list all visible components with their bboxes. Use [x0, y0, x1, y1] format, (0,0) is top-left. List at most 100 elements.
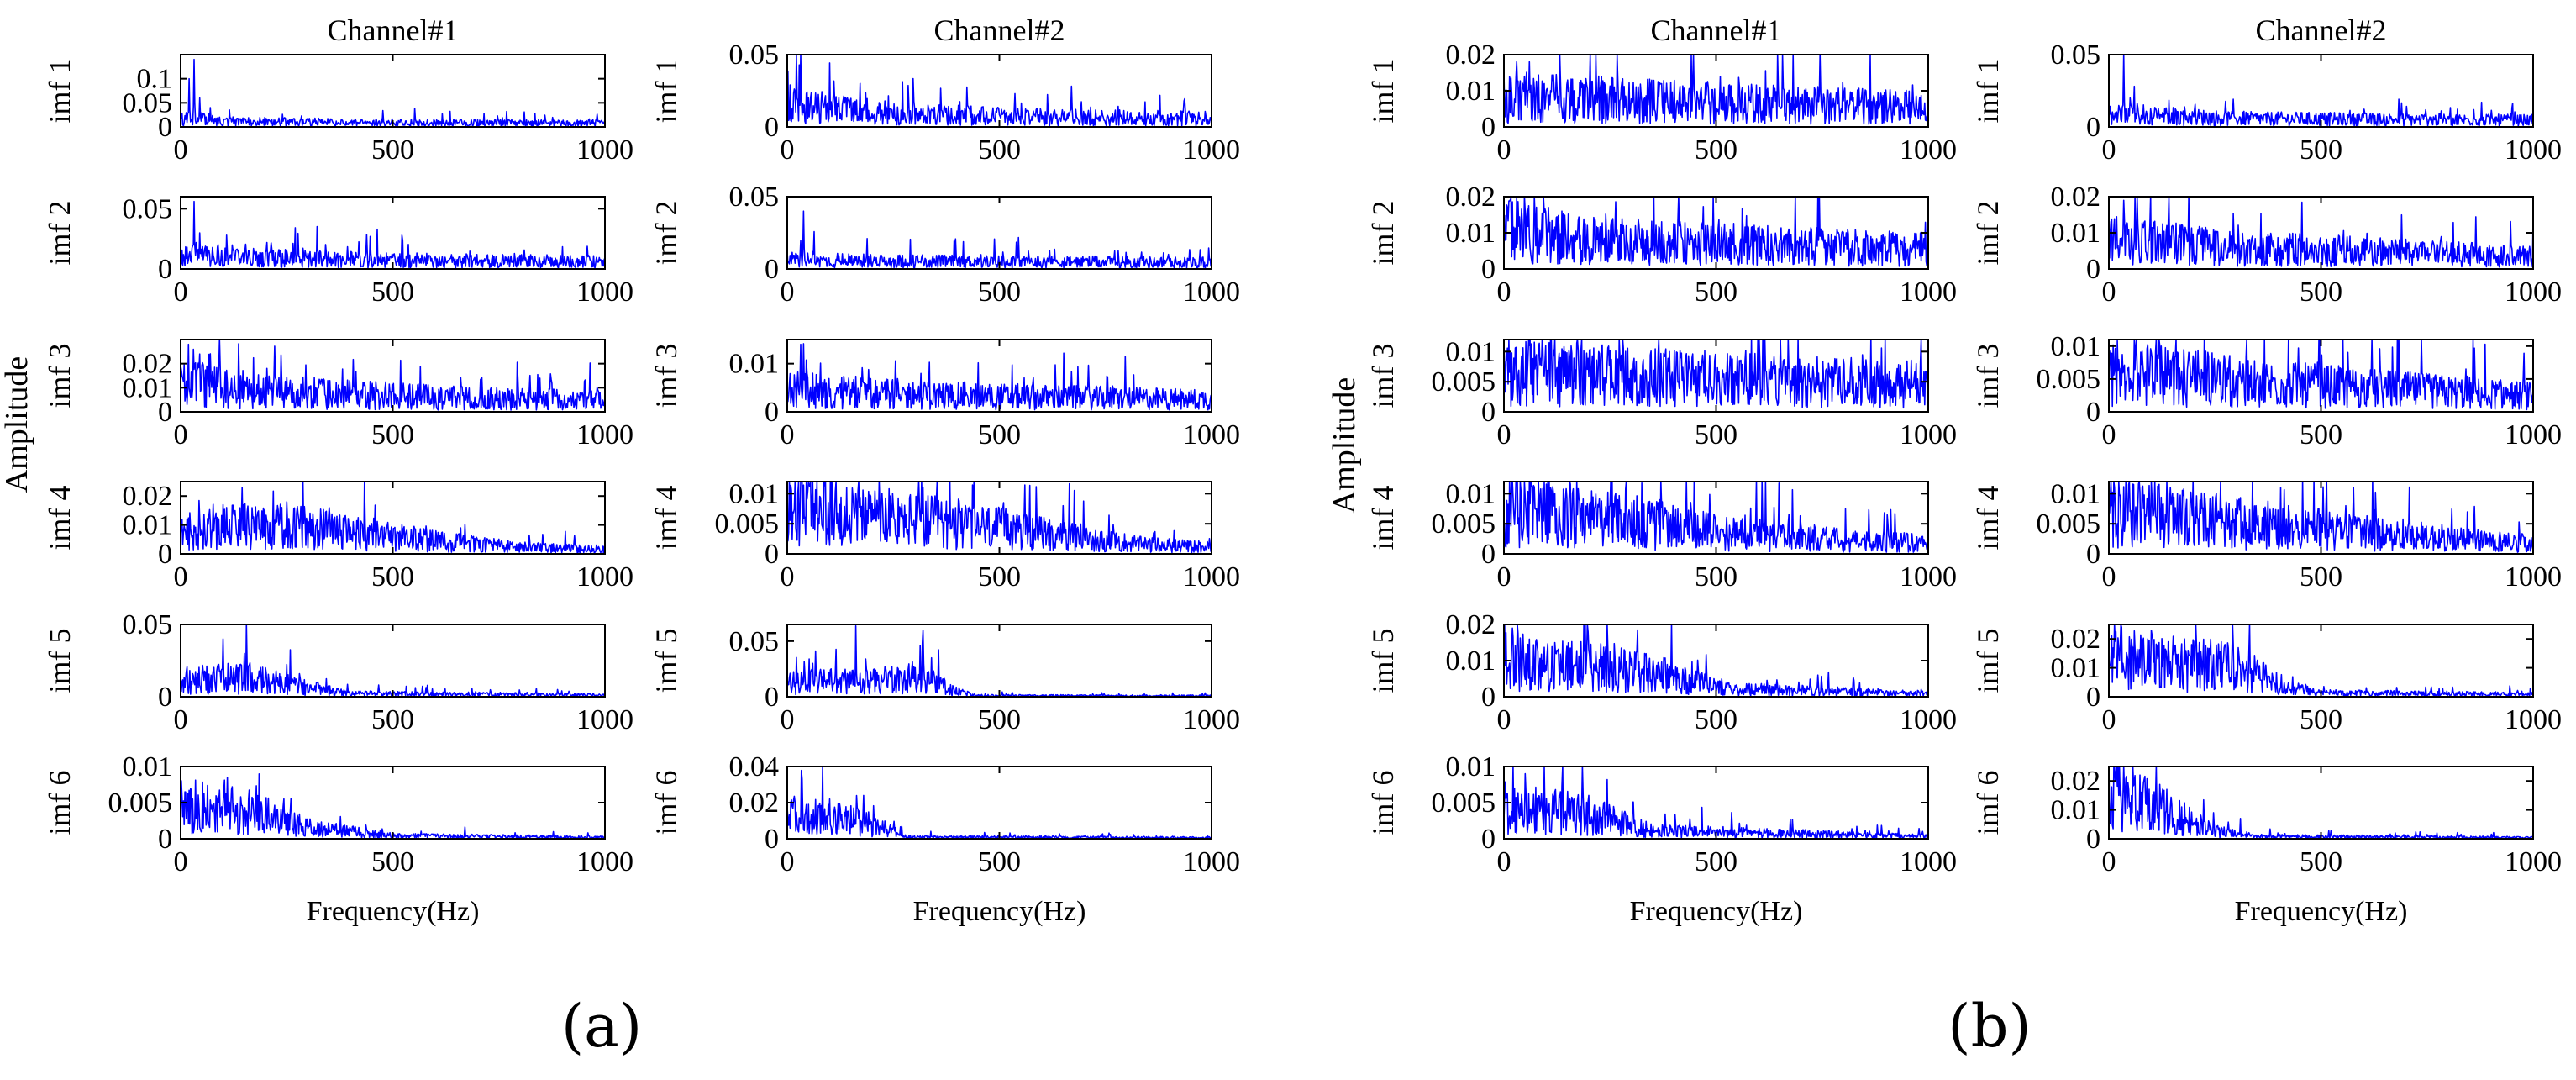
imf-label: imf 4	[1971, 486, 2005, 551]
imf-label: imf 5	[1366, 629, 1400, 693]
x-tick-label: 0	[781, 134, 795, 166]
panel-label: (b)	[1948, 992, 2031, 1061]
imf-label: imf 3	[1971, 344, 2005, 408]
imf-label: imf 6	[43, 771, 76, 835]
y-tick-label: 0.01	[2051, 478, 2101, 509]
y-tick-label: 0.02	[1446, 40, 1496, 71]
x-tick-label: 0	[781, 846, 795, 877]
subplot-imf3: 00.010.02 0 500 1000 imf 3	[43, 339, 633, 450]
x-tick-label: 500	[1695, 134, 1737, 166]
x-tick-label: 0	[1497, 277, 1511, 308]
subplot-imf4: 00.010.02 0 500 1000 imf 4	[43, 481, 633, 593]
panel-label: (a)	[561, 992, 642, 1061]
imf-label: imf 3	[1366, 344, 1400, 408]
y-tick-label: 0.005	[1432, 366, 1496, 398]
x-tick-label: 1000	[2505, 561, 2562, 593]
spectrum-line	[1503, 481, 1929, 553]
y-tick-label: 0.02	[729, 788, 780, 819]
y-tick-label: 0.01	[2051, 795, 2101, 826]
y-tick-label: 0.01	[123, 510, 173, 541]
imf-label: imf 2	[1971, 201, 2005, 266]
y-tick-label: 0	[765, 539, 779, 570]
spectrum-line	[2108, 196, 2534, 268]
spectrum-line	[2108, 481, 2534, 553]
y-tick-label: 0.005	[1432, 788, 1496, 819]
x-tick-label: 1000	[2505, 704, 2562, 735]
x-tick-label: 0	[1497, 134, 1511, 166]
imf-label: imf 4	[43, 486, 76, 551]
x-tick-label: 500	[978, 419, 1021, 450]
imf-label: imf 1	[1366, 59, 1400, 124]
x-tick-label: 1000	[2505, 419, 2562, 450]
x-tick-label: 500	[2300, 134, 2342, 166]
subplot-imf3: 0 0.01 0 500 1000 imf 3	[649, 339, 1240, 450]
y-tick-label: 0	[2086, 824, 2100, 855]
figure-panel-a: Amplitude(a)Channel#1Frequency(Hz)00.050…	[0, 13, 1240, 1061]
y-tick-label: 0	[1481, 254, 1496, 285]
spectrum-line	[1503, 196, 1929, 267]
imf-label: imf 1	[43, 59, 76, 124]
x-tick-label: 500	[371, 134, 414, 166]
imf-label: imf 5	[1971, 629, 2005, 693]
x-tick-label: 0	[781, 277, 795, 308]
y-tick-label: 0	[2086, 539, 2100, 570]
y-tick-label: 0.01	[729, 478, 780, 509]
y-tick-label: 0	[158, 397, 172, 428]
spectrum-line	[180, 481, 606, 554]
x-tick-label: 500	[371, 561, 414, 593]
x-tick-label: 500	[978, 846, 1021, 877]
x-tick-label: 500	[978, 561, 1021, 593]
x-tick-label: 1000	[1183, 561, 1240, 593]
imf-label: imf 6	[1971, 771, 2005, 835]
y-tick-label: 0	[765, 397, 779, 428]
y-tick-label: 0.05	[729, 626, 780, 657]
y-tick-label: 0.01	[1446, 478, 1496, 509]
subplot-imf1: 0 0.05 0 500 1000 imf 1	[649, 40, 1240, 166]
x-tick-label: 500	[978, 134, 1021, 166]
imf-label: imf 2	[43, 201, 76, 266]
channel-title: Channel#2	[2256, 13, 2387, 47]
x-tick-label: 0	[2102, 704, 2116, 735]
x-tick-label: 1000	[1183, 277, 1240, 308]
axes-box	[2108, 766, 2534, 840]
y-tick-label: 0.05	[123, 87, 173, 119]
axes-box	[786, 624, 1212, 698]
y-tick-label: 0	[158, 682, 172, 713]
x-tick-label: 500	[371, 419, 414, 450]
spectrum-line	[180, 200, 606, 269]
spectrum-line	[1503, 339, 1929, 409]
spectrum-line	[2108, 339, 2534, 411]
x-tick-label: 500	[978, 704, 1021, 735]
x-tick-label: 0	[2102, 419, 2116, 450]
spectrum-line	[2108, 54, 2534, 127]
x-tick-label: 1000	[576, 134, 633, 166]
x-tick-label: 1000	[1183, 134, 1240, 166]
x-tick-label: 500	[371, 277, 414, 308]
channel-title: Channel#2	[934, 13, 1065, 47]
imf-label: imf 5	[649, 629, 683, 693]
x-tick-label: 1000	[1900, 561, 1957, 593]
x-tick-label: 500	[371, 704, 414, 735]
y-tick-label: 0	[158, 824, 172, 855]
y-tick-label: 0.02	[2051, 624, 2101, 655]
subplot-imf1: 0 0.05 0 500 1000 imf 1	[1971, 40, 2562, 166]
x-tick-label: 1000	[576, 277, 633, 308]
y-tick-label: 0.005	[715, 508, 780, 540]
y-tick-label: 0.01	[123, 751, 173, 782]
x-tick-label: 0	[2102, 846, 2116, 877]
x-tick-label: 0	[1497, 561, 1511, 593]
y-tick-label: 0	[158, 112, 172, 143]
x-tick-label: 500	[371, 846, 414, 877]
y-tick-label: 0.1	[137, 64, 173, 95]
x-tick-label: 0	[781, 561, 795, 593]
x-tick-label: 500	[978, 277, 1021, 308]
x-tick-label: 0	[1497, 846, 1511, 877]
